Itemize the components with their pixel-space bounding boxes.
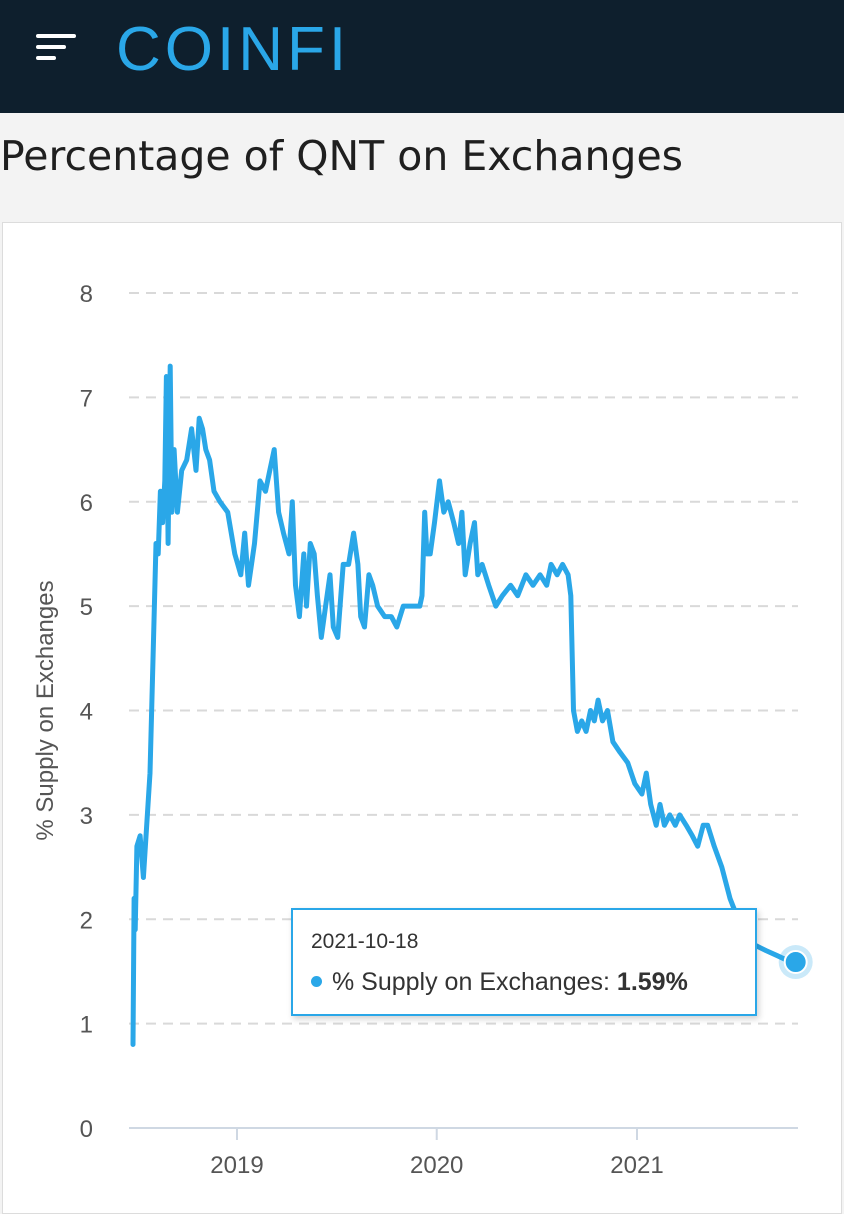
y-tick-label: 1 [80,1012,93,1039]
y-tick-label: 3 [80,803,93,830]
tooltip-date: 2021-10-18 [311,930,419,953]
y-tick-label: 5 [80,594,93,621]
hamburger-menu-icon[interactable] [36,34,80,68]
page-title: Percentage of QNT on Exchanges [0,132,684,180]
chart-tooltip: 2021-10-18 % Supply on Exchanges: 1.59% [291,908,757,1016]
highlight-point [783,950,808,975]
y-tick-label: 0 [80,1116,93,1143]
x-tick-label: 2020 [410,1152,463,1179]
y-tick-label: 7 [80,385,93,412]
tooltip-label: % Supply on Exchanges: [332,968,610,996]
tooltip-row: % Supply on Exchanges: 1.59% [311,968,688,997]
y-tick-label: 4 [80,699,93,726]
series-dot-icon [311,975,322,987]
tooltip-value: 1.59% [616,968,688,996]
chart-card: 0 1 2 3 4 5 6 7 8 2019 2020 2021 % Supply on Exchang… [2,222,842,1214]
x-tick-label: 2019 [210,1152,263,1179]
app-header: COINFI [0,0,844,113]
supply-on-exchanges-chart: 0 1 2 3 4 5 6 7 8 2019 2020 2021 % Supply on Exchang… [32,281,813,1179]
y-tick-label: 6 [80,490,93,517]
series-line-0 [130,363,799,1047]
y-tick-label: 8 [80,281,93,308]
x-tick-label: 2021 [610,1152,663,1179]
y-tick-label: 2 [80,907,93,934]
y-axis-title: % Supply on Exchanges [32,580,59,840]
coinfi-logo[interactable]: COINFI [116,15,351,84]
